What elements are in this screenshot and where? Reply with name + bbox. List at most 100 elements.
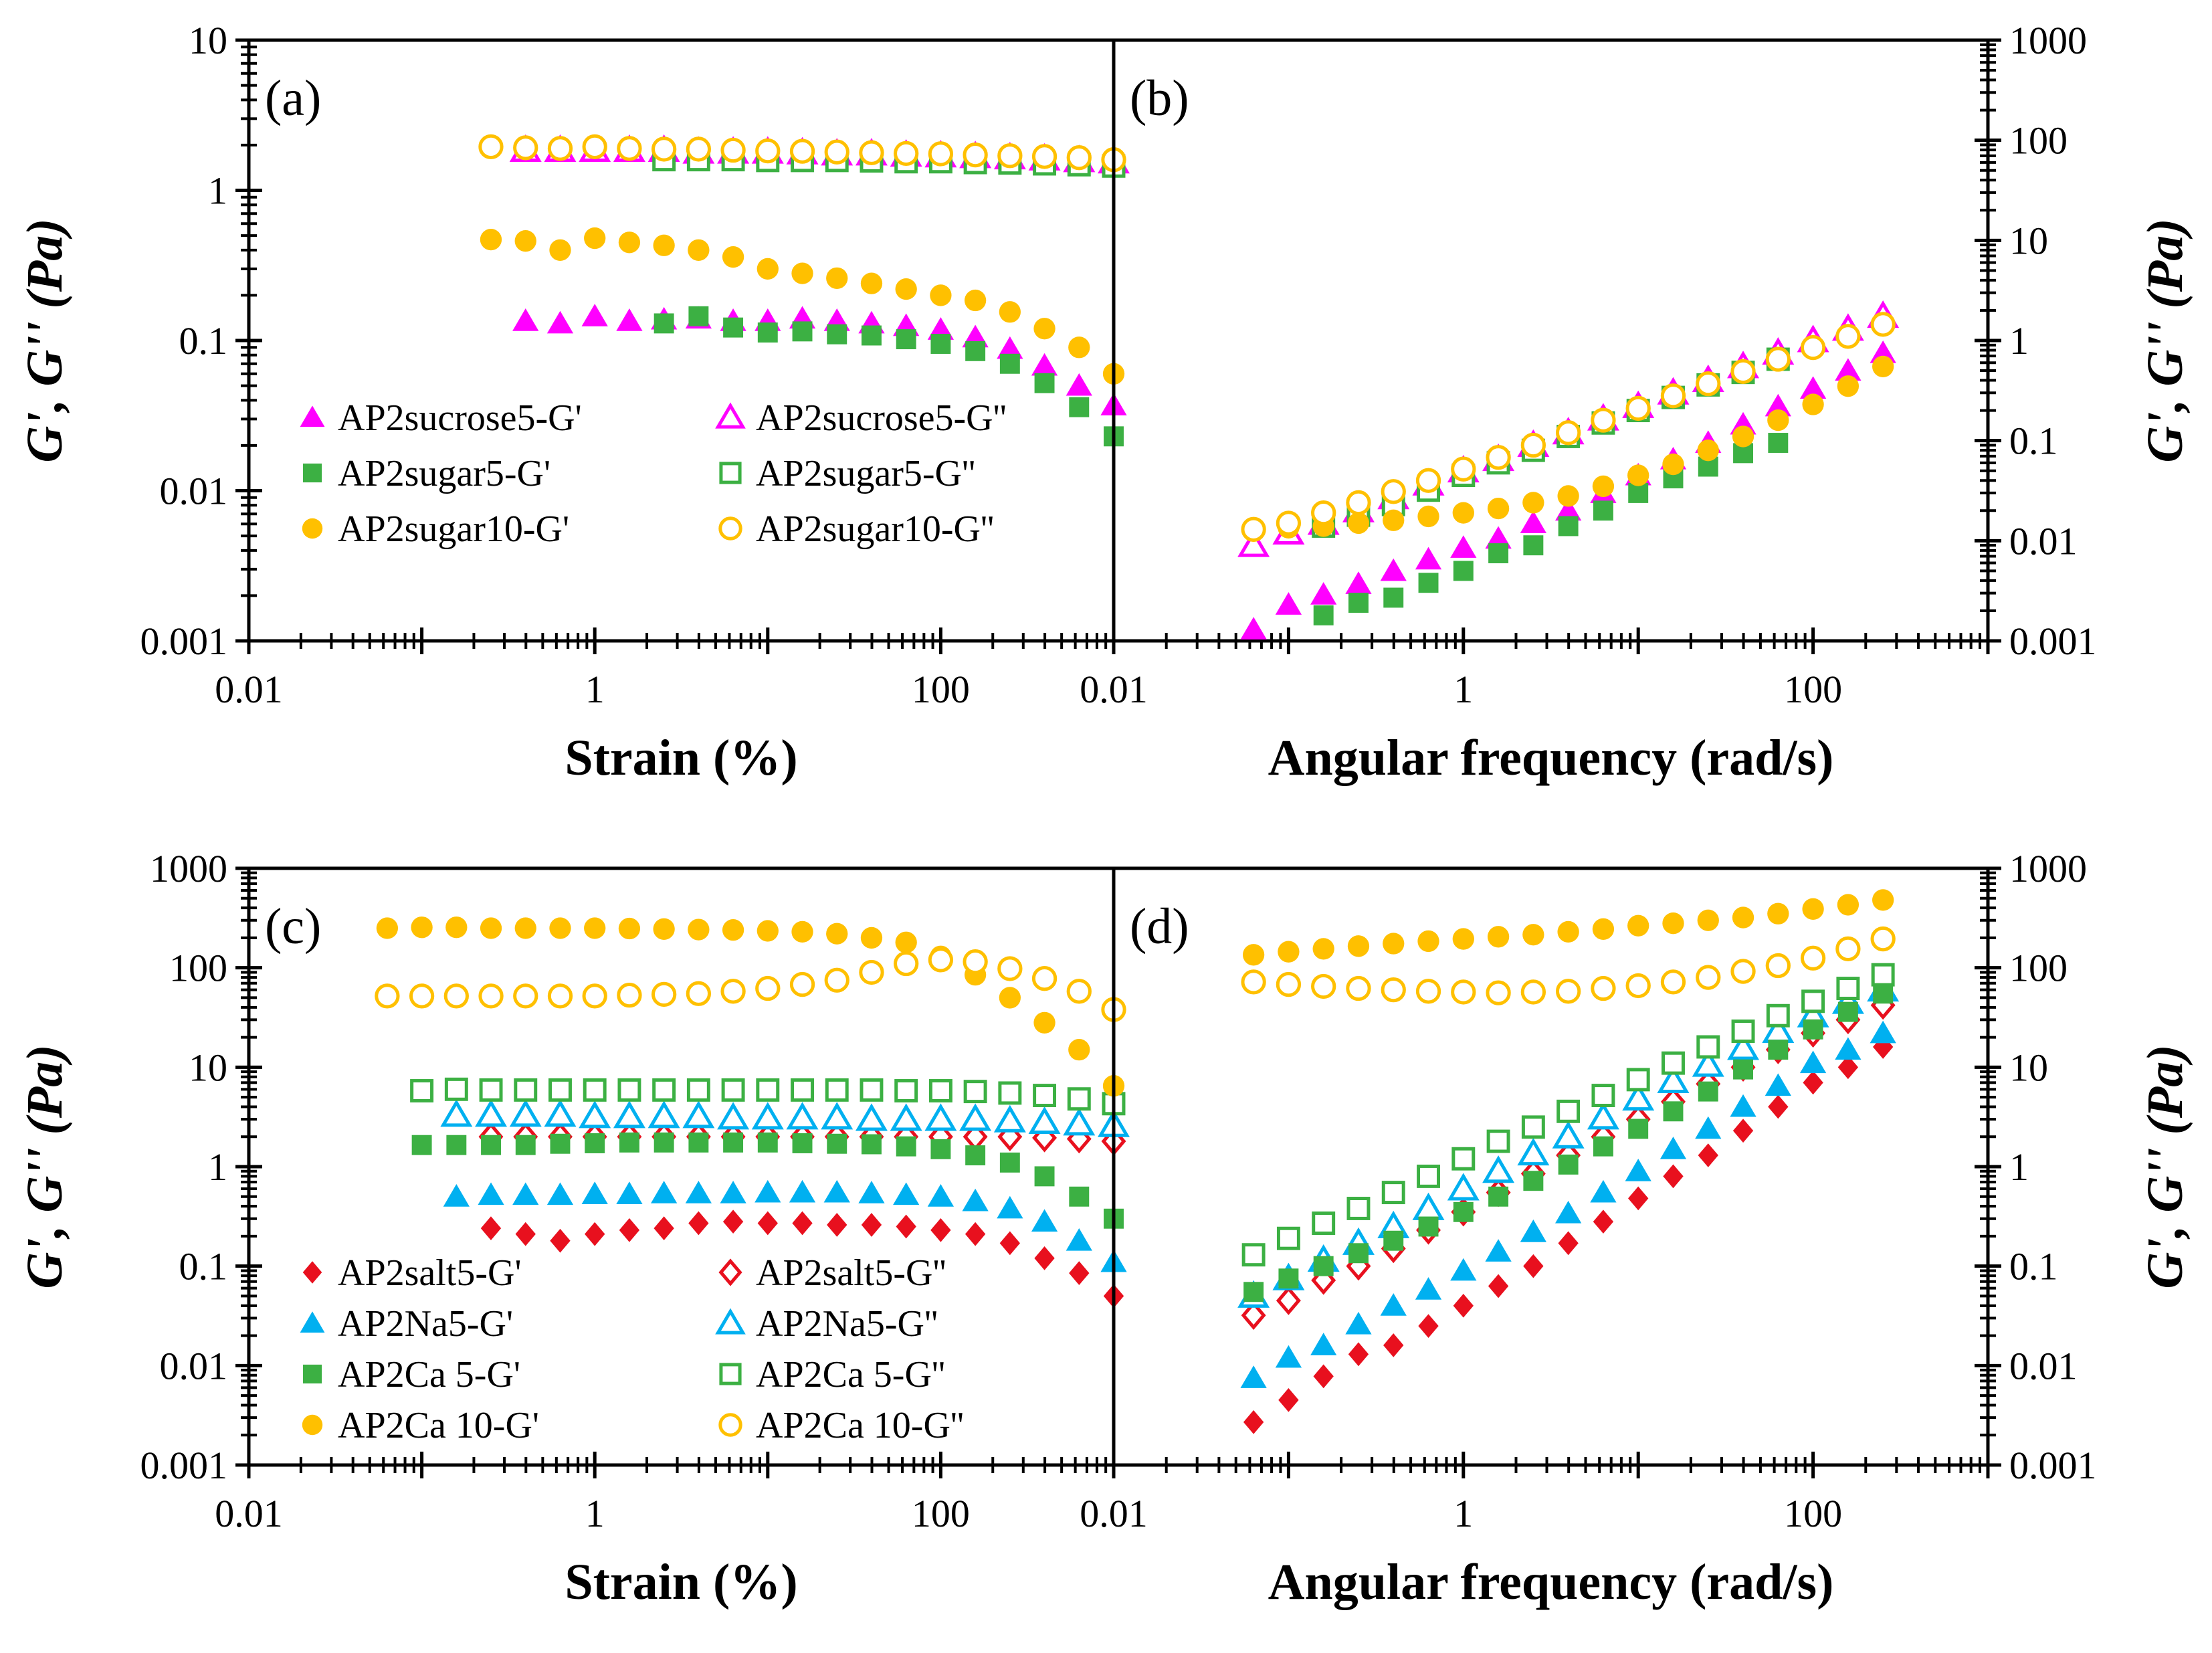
x-tick-label: 0.01 <box>1080 1492 1148 1535</box>
data-point <box>755 138 781 164</box>
data-point <box>514 1078 538 1102</box>
data-point <box>688 306 709 326</box>
data-point <box>1033 1084 1057 1108</box>
data-point <box>1031 966 1058 991</box>
data-point <box>1802 898 1824 920</box>
data-point <box>618 917 641 940</box>
data-point <box>375 983 400 1009</box>
panel-label: (d) <box>1130 898 1189 955</box>
data-point <box>1593 1209 1614 1234</box>
legend: AP2sucrose5-G' AP2sucrose5-G'' AP2sugar5-G… <box>300 397 1007 550</box>
data-point <box>860 927 883 949</box>
data-point <box>1697 440 1719 462</box>
data-point <box>1348 1342 1369 1367</box>
data-point <box>1799 1050 1827 1074</box>
data-point <box>827 1133 847 1154</box>
data-point <box>1622 1083 1655 1111</box>
legend-label: AP2Na5-G'' <box>756 1303 938 1345</box>
y-tick-label: 1 <box>2009 1145 2029 1189</box>
legend-marker <box>302 518 323 539</box>
y-tick-label: 100 <box>2009 947 2068 990</box>
data-point <box>859 959 884 985</box>
panel-b: 0.001 0.01 0.1 1 10 100 1000 0.01 1 100 Angular fr… <box>1080 19 2193 786</box>
data-point <box>1451 1147 1476 1171</box>
data-point <box>1067 1087 1091 1111</box>
data-point <box>1870 340 1896 363</box>
data-point <box>1732 906 1754 929</box>
data-point <box>1768 1040 1789 1060</box>
data-point <box>1662 912 1684 935</box>
data-point <box>1800 334 1826 361</box>
x-axis-title: Strain (%) <box>565 730 797 786</box>
data-point <box>894 1079 918 1102</box>
data-point <box>1730 1094 1756 1117</box>
data-point <box>855 1103 888 1131</box>
x-axis-title: Angular frequency (rad/s) <box>1268 730 1834 786</box>
y-tick-label: 100 <box>169 947 227 990</box>
legend-marker <box>715 402 746 429</box>
data-point <box>1348 1243 1369 1264</box>
legend-marker <box>719 462 742 484</box>
data-point <box>1765 1073 1791 1096</box>
data-point <box>1591 407 1616 433</box>
data-point <box>1626 1068 1650 1092</box>
legend: AP2salt5-G' AP2salt5-G'' AP2Na5-G' AP2Na5-G… <box>300 1252 964 1446</box>
data-point <box>1275 592 1302 615</box>
data-point <box>546 310 574 334</box>
data-point <box>653 918 675 940</box>
data-point <box>1590 1179 1617 1203</box>
legend-marker <box>718 516 742 541</box>
data-point <box>1278 941 1300 963</box>
y-tick-label: 100 <box>2009 119 2068 163</box>
y-tick-label: 10 <box>189 1046 227 1089</box>
legend-label: AP2Ca 10-G'' <box>756 1405 964 1446</box>
data-point <box>1487 926 1510 948</box>
series-group <box>375 916 1130 1308</box>
data-point <box>1453 1201 1474 1222</box>
data-point <box>1383 1333 1404 1357</box>
data-point <box>1627 464 1649 486</box>
data-point <box>1768 1094 1789 1119</box>
data-point <box>1345 571 1372 594</box>
data-point <box>1766 1003 1790 1028</box>
data-point <box>1312 1211 1336 1235</box>
data-point <box>997 1122 1023 1151</box>
data-point <box>1313 1256 1334 1276</box>
data-point <box>826 922 848 945</box>
legend-label: AP2salt5-G'' <box>756 1252 946 1294</box>
data-point <box>1276 1286 1301 1315</box>
data-point <box>515 1222 536 1246</box>
data-point <box>619 1218 640 1242</box>
data-point <box>1835 324 1861 349</box>
data-point <box>1241 969 1266 995</box>
data-point <box>1312 938 1334 960</box>
legend-marker <box>302 1364 322 1384</box>
data-point <box>1593 1136 1613 1157</box>
y-tick-label: 0.01 <box>2009 519 2078 563</box>
y-tick-label: 1 <box>208 169 227 213</box>
data-point <box>1381 479 1406 504</box>
data-point <box>1031 1209 1058 1232</box>
data-point <box>1587 1102 1619 1130</box>
data-point <box>860 272 883 294</box>
data-point <box>1803 1019 1823 1040</box>
data-point <box>1521 1115 1545 1139</box>
data-point <box>688 918 710 941</box>
data-point <box>1732 425 1754 448</box>
data-point <box>1657 1065 1690 1094</box>
data-point <box>1276 1226 1300 1250</box>
data-point <box>965 1145 986 1166</box>
data-point <box>617 136 642 161</box>
data-point <box>1415 1277 1442 1300</box>
legend-label: AP2sugar5-G'' <box>756 453 975 494</box>
data-point <box>757 258 779 280</box>
data-point <box>1031 144 1058 169</box>
data-point <box>444 1077 468 1101</box>
data-point <box>827 1213 847 1237</box>
data-point <box>1591 1084 1615 1108</box>
data-point <box>751 1102 784 1130</box>
data-point <box>997 1195 1023 1219</box>
data-point <box>997 336 1023 359</box>
data-point <box>581 304 608 326</box>
